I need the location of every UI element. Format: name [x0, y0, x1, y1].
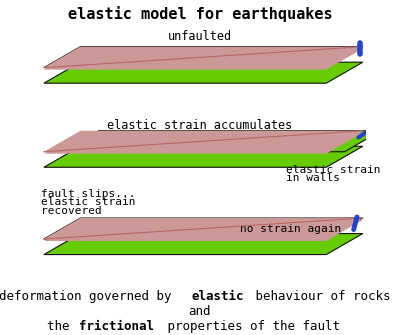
Polygon shape — [44, 233, 363, 255]
Text: deformation governed by: deformation governed by — [0, 290, 179, 303]
Polygon shape — [44, 131, 363, 152]
Polygon shape — [44, 62, 363, 83]
Text: unfaulted: unfaulted — [168, 30, 232, 44]
Text: no strain again: no strain again — [240, 224, 341, 234]
Polygon shape — [44, 220, 363, 241]
Polygon shape — [44, 133, 363, 154]
Text: elastic strain: elastic strain — [286, 165, 381, 175]
Text: in walls: in walls — [286, 174, 340, 183]
Text: behaviour of rocks: behaviour of rocks — [248, 290, 391, 303]
Text: and: and — [188, 305, 210, 318]
Polygon shape — [44, 218, 363, 239]
Polygon shape — [44, 146, 363, 167]
Polygon shape — [62, 131, 381, 152]
Text: frictional: frictional — [80, 320, 154, 333]
Polygon shape — [44, 49, 363, 70]
Polygon shape — [44, 47, 363, 68]
Text: elastic model for earthquakes: elastic model for earthquakes — [68, 6, 332, 22]
Text: recovered: recovered — [40, 206, 101, 216]
Polygon shape — [44, 218, 363, 239]
Text: properties of the fault: properties of the fault — [160, 320, 340, 333]
Text: elastic strain: elastic strain — [40, 197, 135, 207]
Text: elastic: elastic — [192, 290, 244, 303]
Text: the: the — [47, 320, 77, 333]
Text: fault slips...: fault slips... — [40, 189, 135, 199]
Polygon shape — [44, 47, 363, 68]
Text: elastic strain accumulates: elastic strain accumulates — [107, 119, 293, 132]
